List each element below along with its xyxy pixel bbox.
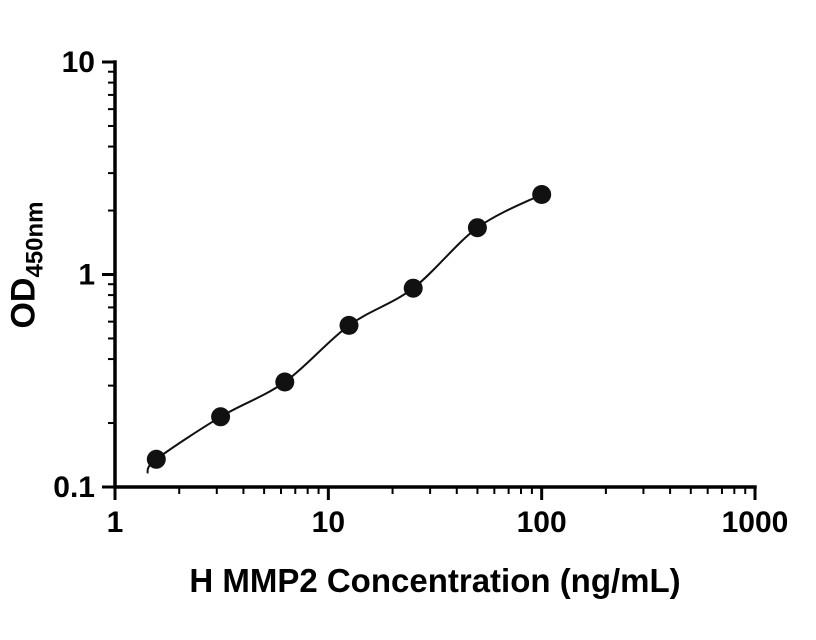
x-tick-label: 10 <box>312 506 345 539</box>
data-point <box>211 407 231 427</box>
y-axis-title-main: OD <box>4 277 43 329</box>
data-point <box>275 372 295 392</box>
data-point <box>403 278 423 298</box>
x-tick-label: 1 <box>107 506 124 539</box>
data-point <box>532 185 552 204</box>
x-tick-label: 1000 <box>722 506 789 539</box>
data-point <box>146 449 166 469</box>
x-axis-title: H MMP2 Concentration (ng/mL) <box>189 562 681 599</box>
y-tick-label: 0.1 <box>53 471 95 504</box>
x-tick-label: 100 <box>517 506 567 539</box>
data-point <box>467 218 487 238</box>
y-tick-label: 1 <box>78 259 95 292</box>
data-point <box>339 315 359 335</box>
y-axis-title: OD450nm <box>5 201 50 328</box>
fit-curve <box>146 193 543 474</box>
y-axis-title-subscript: 450nm <box>21 201 49 278</box>
y-tick-label: 10 <box>62 46 95 79</box>
